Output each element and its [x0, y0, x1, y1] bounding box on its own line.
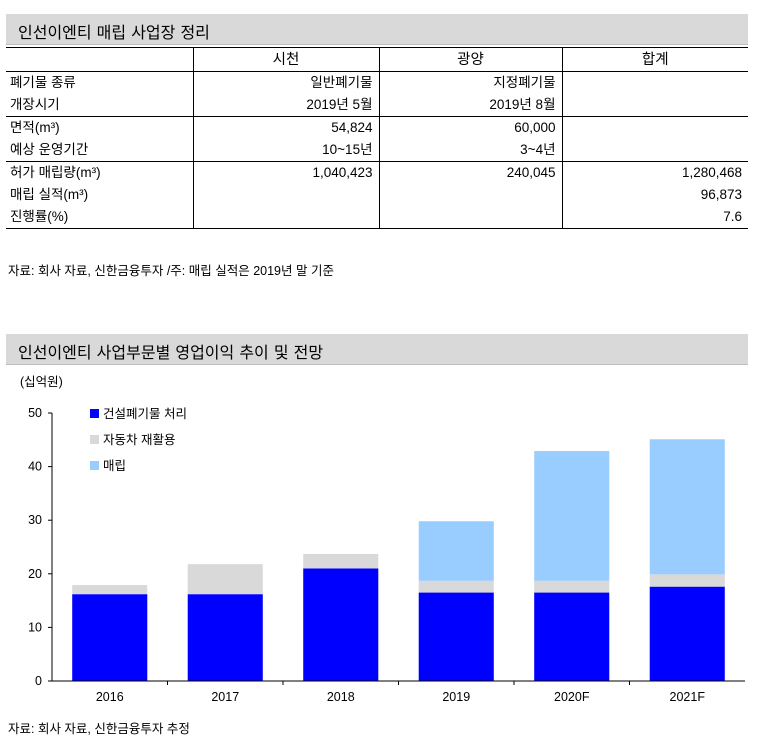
row-label: 개장시기 — [6, 94, 193, 117]
table-row: 매립 실적(m³) 96,873 — [6, 184, 748, 206]
legend-label: 매립 — [103, 459, 126, 473]
bar-segment — [187, 564, 263, 595]
x-tick-label: 2019 — [442, 690, 470, 704]
row-label: 허가 매립량(m³) — [10, 165, 101, 180]
x-tick-label: 2021F — [670, 690, 706, 704]
cell — [192, 206, 379, 229]
table-row: 면적(m³) 54,824 60,000 — [6, 116, 748, 139]
y-tick-label: 10 — [28, 620, 42, 634]
bar-segment — [187, 594, 263, 681]
cell — [561, 116, 748, 139]
bar-segment — [303, 568, 379, 681]
row-label: 면적(m³) — [10, 120, 60, 135]
table-row: 폐기물 종류 일반폐기물 지정폐기물 — [6, 71, 748, 94]
legend-label: 자동차 재활용 — [103, 433, 175, 447]
cell: 10~15년 — [192, 139, 379, 162]
row-label: 예상 운영기간 — [6, 139, 193, 162]
y-tick-label: 20 — [28, 567, 42, 581]
table-section-title: 인선이엔티 매립 사업장 정리 — [6, 14, 748, 45]
legend-label: 건설폐기물 처리 — [103, 407, 187, 421]
operating-profit-chart: (십억원) 0 10 20 30 40 50 2016 2017 2018 2019 2020F 2… — [20, 375, 745, 704]
cell — [561, 139, 748, 162]
table-header-total: 합계 — [561, 47, 748, 72]
bar-segment — [72, 594, 148, 681]
cell: 지정폐기물 — [378, 71, 562, 94]
table-row: 예상 운영기간 10~15년 3~4년 — [6, 139, 748, 162]
bar-segment — [649, 574, 725, 587]
bar-segment — [534, 580, 610, 593]
bar-segment — [418, 580, 494, 593]
cell — [192, 184, 379, 206]
table-title: 인선이엔티 매립 사업장 정리 — [18, 23, 210, 42]
y-tick-label: 40 — [28, 460, 42, 474]
legend-swatch — [90, 435, 99, 444]
legend-swatch — [90, 409, 99, 418]
cell — [561, 94, 748, 117]
y-tick-label: 30 — [28, 513, 42, 527]
bar-segment — [418, 521, 494, 581]
row-label: 폐기물 종류 — [10, 75, 76, 90]
table-source-note: 자료: 회사 자료, 신한금융투자 /주: 매립 실적은 2019년 말 기준 — [8, 264, 334, 278]
x-tick-label: 2017 — [211, 690, 239, 704]
landfill-table: 시천 광양 합계 폐기물 종류 일반폐기물 지정폐기물 개장시기 2019년 5… — [6, 47, 748, 229]
row-label: 진행률(%) — [6, 206, 193, 229]
bar-segment — [303, 553, 379, 569]
bar-segment — [534, 592, 610, 681]
table-header-gwangyang: 광양 — [378, 47, 562, 72]
table-header-sicheon: 시천 — [192, 47, 379, 72]
table-row: 진행률(%) 7.6 — [6, 206, 748, 229]
row-label: 매립 실적(m³) — [10, 187, 89, 202]
bar-segment — [534, 451, 610, 581]
cell: 일반폐기물 — [192, 71, 379, 94]
chart-source-note: 자료: 회사 자료, 신한금융투자 추정 — [8, 722, 190, 736]
table-header-row: 시천 광양 합계 — [6, 47, 748, 72]
cell: 96,873 — [561, 184, 748, 206]
x-tick-label: 2016 — [96, 690, 124, 704]
cell — [561, 71, 748, 94]
cell: 1,040,423 — [192, 161, 379, 184]
y-tick-label: 0 — [35, 674, 42, 688]
cell: 240,045 — [378, 161, 562, 184]
legend-swatch — [90, 461, 99, 470]
cell: 7.6 — [561, 206, 748, 229]
bar-segment — [649, 586, 725, 681]
x-tick-label: 2018 — [327, 690, 355, 704]
cell — [378, 184, 562, 206]
table-row: 개장시기 2019년 5월 2019년 8월 — [6, 94, 748, 117]
bar-segment — [649, 439, 725, 575]
cell — [378, 206, 562, 229]
table-header-empty — [6, 47, 193, 72]
cell: 1,280,468 — [561, 161, 748, 184]
chart-title: 인선이엔티 사업부문별 영업이익 추이 및 전망 — [18, 343, 324, 362]
cell: 2019년 8월 — [378, 94, 562, 117]
y-tick-label: 50 — [28, 406, 42, 420]
y-unit-label: (십억원) — [20, 375, 63, 389]
chart-section-title: 인선이엔티 사업부문별 영업이익 추이 및 전망 — [6, 334, 748, 365]
x-tick-label: 2020F — [554, 690, 590, 704]
cell: 3~4년 — [378, 139, 562, 162]
cell: 60,000 — [378, 116, 562, 139]
bar-segment — [418, 592, 494, 681]
cell: 2019년 5월 — [192, 94, 379, 117]
cell: 54,824 — [192, 116, 379, 139]
bar-segment — [72, 585, 148, 595]
table-row: 허가 매립량(m³) 1,040,423 240,045 1,280,468 — [6, 161, 748, 184]
